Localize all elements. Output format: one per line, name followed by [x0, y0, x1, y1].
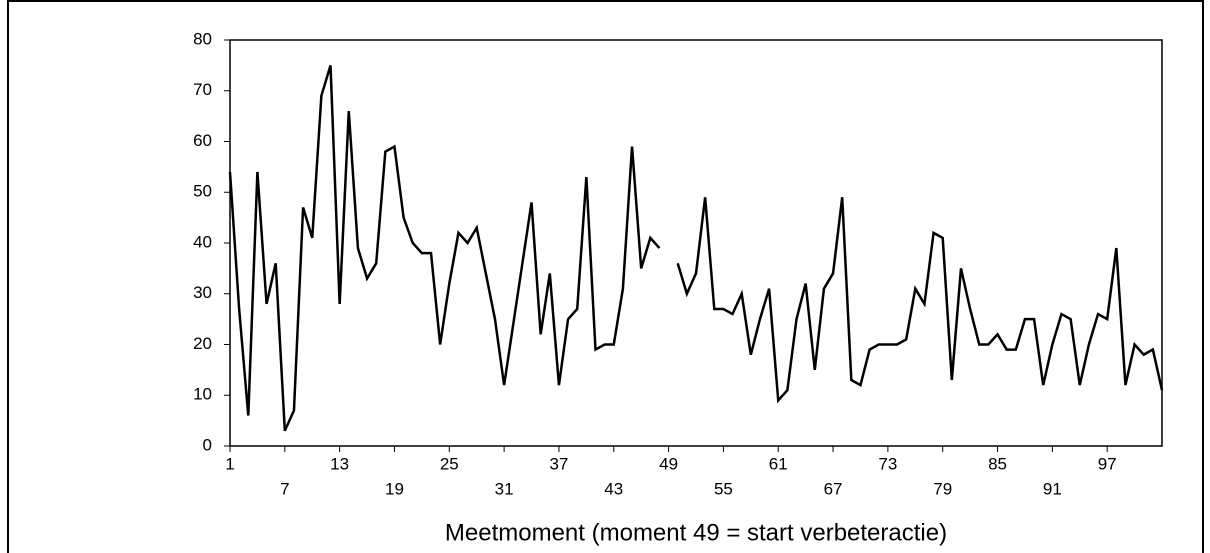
- x-tick-label: 25: [440, 454, 459, 473]
- x-tick-label: 13: [330, 454, 349, 473]
- x-tick-label: 91: [1043, 479, 1062, 498]
- x-tick-label: 79: [933, 479, 952, 498]
- x-tick-label: 1: [225, 454, 234, 473]
- x-axis-title: Meetmoment (moment 49 = start verbeterac…: [445, 519, 947, 546]
- x-tick-label: 97: [1098, 454, 1117, 473]
- x-tick-label: 61: [769, 454, 788, 473]
- y-tick-label: 80: [193, 29, 212, 48]
- data-line: [228, 65, 1164, 432]
- plot-area: [229, 39, 1163, 447]
- x-tick-label: 73: [878, 454, 897, 473]
- frame: [7, 0, 1204, 553]
- x-tick-label: 19: [385, 479, 404, 498]
- y-tick-label: 60: [193, 131, 212, 150]
- x-tick-label: 37: [549, 454, 568, 473]
- y-tick-label: 0: [203, 435, 212, 454]
- x-tick-label: 55: [714, 479, 733, 498]
- y-tick-label: 70: [193, 80, 212, 99]
- x-tick-label: 7: [280, 479, 289, 498]
- y-tick-label: 50: [193, 182, 212, 201]
- x-tick-label: 43: [604, 479, 623, 498]
- x-tick-label: 49: [659, 454, 678, 473]
- y-tick-label: 40: [193, 232, 212, 251]
- x-tick-label: 67: [824, 479, 843, 498]
- y-tick-label: 10: [193, 385, 212, 404]
- x-tick-label: 31: [495, 479, 514, 498]
- x-tick-label: 85: [988, 454, 1007, 473]
- y-tick-label: 30: [193, 283, 212, 302]
- y-tick-label: 20: [193, 334, 212, 353]
